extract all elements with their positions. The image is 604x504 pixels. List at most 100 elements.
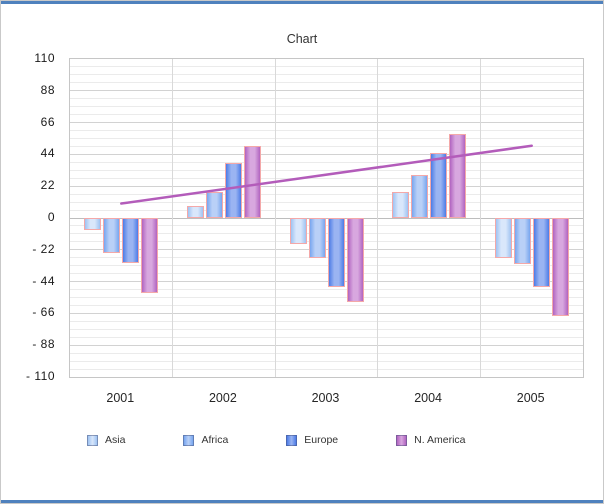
bar-africa-2001 [103,218,121,253]
gridline-minor [70,98,583,100]
gridline-minor [70,265,583,267]
bar-africa-2005 [513,218,531,265]
gridline-vertical [274,59,276,377]
bar-europe-2004 [430,152,448,218]
legend-label: N. America [414,434,466,446]
gridline-major [70,281,583,283]
legend: Asia Africa Europe N. America [87,431,466,449]
legend-label: Europe [304,434,339,446]
x-tick-label: 2003 [311,391,340,405]
x-tick-label: 2005 [516,391,545,405]
gridline-minor [70,161,583,163]
gridline-minor [70,130,583,132]
gridline-minor [70,241,583,243]
y-tick-label: - 44 [32,273,55,288]
gridline-minor [70,177,583,179]
gridline-minor [70,289,583,291]
gridline-minor [70,225,583,227]
y-tick-label: - 88 [32,337,55,352]
bar-asia-2001 [84,218,102,230]
x-tick-label: 2001 [106,391,135,405]
gridline-minor [70,360,583,362]
bar-africa-2004 [411,174,429,218]
chart-title: Chart [286,32,318,46]
trendline [120,144,533,205]
legend-swatch-asia [87,434,98,446]
bar-n-america-2001 [141,218,159,294]
y-tick-label: 22 [40,178,55,193]
gridline-major [70,312,583,314]
bar-europe-2001 [122,218,140,263]
gridline-minor [70,193,583,195]
gridline-major [70,217,583,219]
gridline-major [70,153,583,155]
y-axis-labels: 110 88 66 44 22 0 - 22 - 44 - 66 - 88 - 110 [1,51,63,383]
gridline-vertical [479,59,481,377]
bar-n-america-2005 [551,218,569,317]
gridline-minor [70,74,583,76]
gridline-vertical [377,59,379,377]
gridline-minor [70,352,583,354]
y-tick-label: 88 [40,82,55,97]
gridline-minor [70,257,583,259]
bar-europe-2003 [327,218,345,288]
legend-swatch-n-america [396,434,408,446]
gridline-minor [70,304,583,306]
legend-item: Africa [183,434,228,446]
x-axis-labels: 2001 2002 2003 2004 2005 [69,391,584,409]
x-tick-label: 2002 [208,391,237,405]
legend-swatch-europe [286,434,298,446]
gridline-major [70,90,583,92]
gridline-minor [70,145,583,147]
legend-label: Africa [201,434,229,446]
gridline-minor [70,328,583,330]
gridline-minor [70,273,583,275]
gridline-major [70,122,583,124]
bar-africa-2002 [205,191,223,218]
gridline-minor [70,66,583,68]
bar-europe-2005 [532,218,550,288]
y-tick-label: - 66 [32,305,55,320]
y-tick-label: 0 [47,210,55,224]
gridline-minor [70,106,583,108]
trendline-svg [120,144,533,205]
gridline-minor [70,320,583,322]
gridline-minor [70,82,583,84]
legend-swatch-africa [183,434,195,446]
gridline-minor [70,336,583,338]
bottom-accent-bar [1,500,603,503]
gridline-vertical [172,59,174,377]
gridline-minor [70,368,583,370]
bar-asia-2002 [186,206,204,218]
legend-item: Europe [286,434,338,446]
y-tick-label: 66 [40,114,55,129]
bar-asia-2003 [289,218,307,245]
gridline-minor [70,209,583,211]
x-tick-label: 2004 [414,391,442,405]
bar-n-america-2003 [346,218,364,302]
gridline-major [70,185,583,187]
top-accent-bar [1,1,603,4]
legend-item: N. America [396,434,466,446]
plot-area [69,58,584,378]
y-tick-label: 44 [40,146,55,161]
y-tick-label: - 110 [26,369,55,383]
gridline-minor [70,169,583,171]
gridline-major [70,344,583,346]
y-tick-label: - 22 [32,241,55,256]
gridline-minor [70,297,583,298]
bar-europe-2002 [224,163,242,218]
bar-africa-2003 [308,218,326,259]
bar-asia-2004 [392,191,410,218]
gridline-minor [70,138,583,139]
gridline-minor [70,114,583,116]
gridline-minor [70,233,583,235]
gridline-minor [70,201,583,203]
y-tick-label: 110 [34,51,55,65]
bar-n-america-2002 [243,145,261,218]
bar-asia-2005 [494,218,512,259]
gridline-major [70,249,583,251]
legend-label: Asia [105,434,126,446]
legend-item: Asia [87,434,125,446]
